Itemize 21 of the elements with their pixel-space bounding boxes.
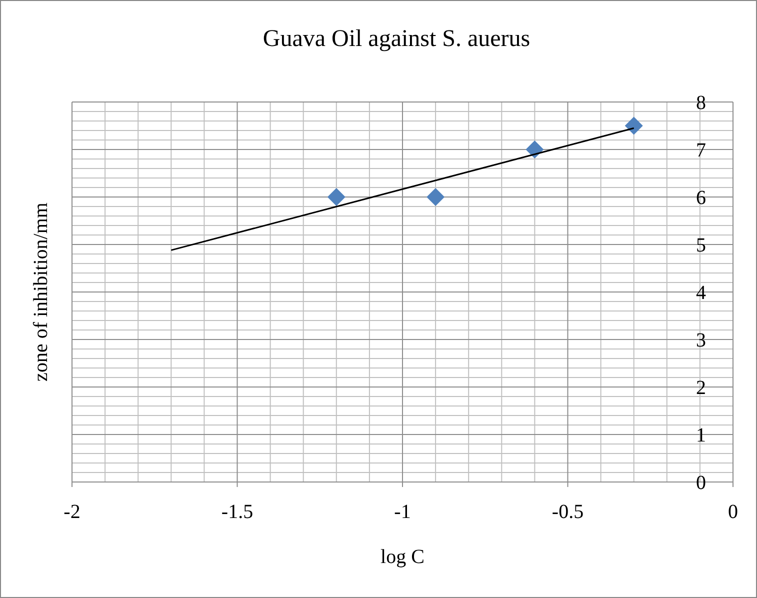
y-tick-label: 8	[696, 92, 706, 114]
x-tick-label: -2	[64, 501, 80, 523]
point	[327, 188, 346, 206]
point	[426, 188, 445, 206]
y-tick-label: 3	[696, 330, 706, 352]
point	[526, 140, 544, 158]
x-tick-label: -1.5	[221, 501, 254, 523]
chart-title: Guava Oil against S. auerus	[262, 26, 530, 52]
x-tick-label: -0.5	[552, 501, 584, 523]
y-tick-label: 1	[696, 424, 706, 446]
y-tick-label: 5	[696, 234, 706, 256]
point	[624, 116, 643, 135]
y-tick-label: 0	[696, 472, 706, 494]
x-tick-label: -1	[394, 501, 411, 523]
x-axis-title: log C	[380, 546, 424, 568]
y-axis-title: zone of inhibition/mm	[30, 202, 52, 382]
y-tick-label: 7	[696, 140, 706, 162]
y-tick-label: 6	[696, 187, 706, 209]
x-tick-label: 0	[728, 501, 738, 523]
y-tick-label: 4	[696, 282, 706, 304]
y-tick-label: 2	[696, 377, 706, 399]
